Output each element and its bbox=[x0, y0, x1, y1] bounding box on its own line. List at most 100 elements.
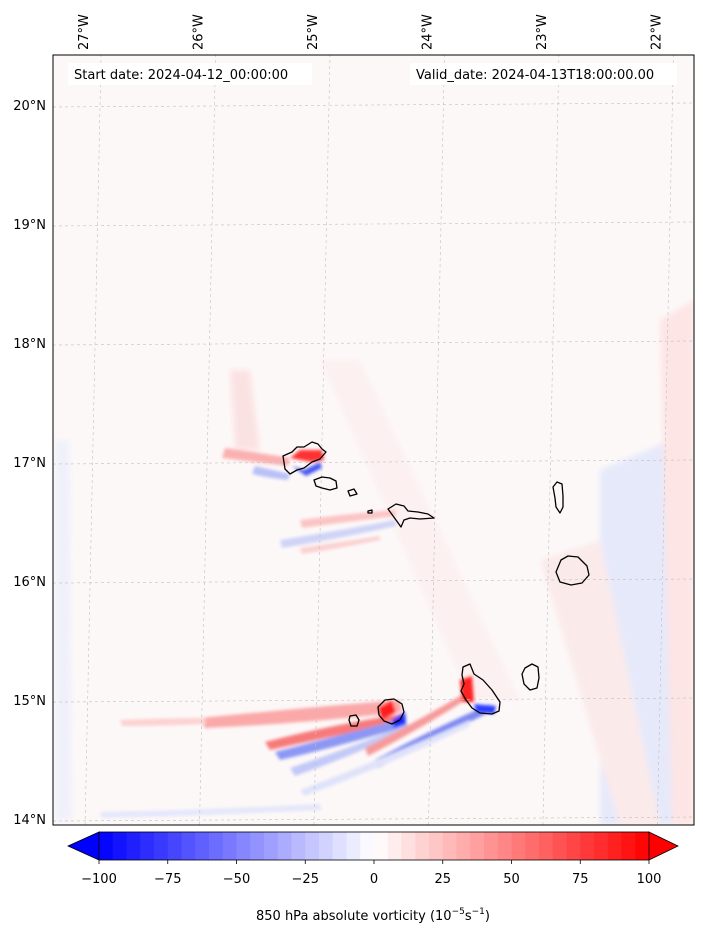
colorbar-segment bbox=[401, 832, 416, 860]
colorbar-segment bbox=[264, 832, 279, 860]
colorbar-segment bbox=[360, 832, 375, 860]
longitude-label: 23°W bbox=[535, 14, 550, 50]
colorbar-label-exp2: −1 bbox=[472, 907, 485, 917]
colorbar-segment bbox=[470, 832, 485, 860]
colorbar-segment bbox=[222, 832, 238, 860]
colorbar-tick-label: 0 bbox=[370, 872, 378, 887]
longitude-label: 22°W bbox=[649, 14, 664, 50]
colorbar-tick-label: 50 bbox=[503, 872, 520, 887]
latitude-label: 18°N bbox=[13, 337, 46, 352]
colorbar-segment bbox=[305, 832, 320, 860]
colorbar-segment bbox=[291, 832, 306, 860]
colorbar-segment bbox=[442, 832, 458, 860]
colorbar-segment bbox=[484, 832, 499, 860]
meridian-line bbox=[542, 55, 560, 825]
colorbar-tick-label: 100 bbox=[637, 872, 662, 887]
start-date-box bbox=[68, 63, 312, 85]
colorbar-tick-label: −75 bbox=[154, 872, 181, 887]
parallel-line bbox=[53, 221, 694, 227]
longitude-label: 25°W bbox=[306, 14, 321, 50]
colorbar-segment bbox=[539, 832, 554, 860]
longitude-label: 26°W bbox=[192, 14, 207, 50]
colorbar-segment bbox=[126, 832, 141, 860]
latitude-label: 14°N bbox=[13, 813, 46, 828]
start-date-label: Start date: 2024-04-12_00:00:00 bbox=[74, 68, 288, 83]
island-santo-antao bbox=[282, 441, 327, 475]
colorbar-segment bbox=[566, 832, 581, 860]
colorbar-segment bbox=[195, 832, 210, 860]
colorbar-segment bbox=[346, 832, 361, 860]
colorbar bbox=[67, 831, 679, 861]
colorbar-segment bbox=[112, 832, 128, 860]
island-outlines bbox=[282, 441, 590, 727]
colorbar-segment bbox=[580, 832, 595, 860]
parallel-line bbox=[53, 102, 694, 108]
island-sao-vicente bbox=[313, 476, 338, 491]
gridlines bbox=[53, 55, 694, 825]
colorbar-tick-label: −25 bbox=[292, 872, 319, 887]
colorbar-tick-label: −100 bbox=[81, 872, 117, 887]
colorbar-segment bbox=[635, 832, 650, 860]
island-boa-vista bbox=[555, 555, 590, 586]
colorbar-segment bbox=[209, 832, 224, 860]
colorbar-label-unit: s bbox=[465, 909, 472, 924]
colorbar-segment bbox=[181, 832, 196, 860]
colorbar-label-text: 850 hPa absolute vorticity (10 bbox=[256, 909, 452, 924]
colorbar-segment bbox=[140, 832, 155, 860]
colorbar-segment bbox=[621, 832, 636, 860]
colorbar-segment bbox=[167, 832, 183, 860]
island-sao-nicolau bbox=[387, 503, 435, 528]
parallel-line bbox=[53, 816, 694, 822]
latitude-label: 15°N bbox=[13, 694, 46, 709]
latitude-label: 19°N bbox=[13, 218, 46, 233]
longitude-label: 24°W bbox=[420, 14, 435, 50]
valid-date-label: Valid_date: 2024-04-13T18:00:00.00 bbox=[416, 68, 654, 83]
colorbar-tick-label: 75 bbox=[572, 872, 589, 887]
colorbar-tick-label: −50 bbox=[223, 872, 250, 887]
colorbar-extend-max bbox=[648, 831, 679, 861]
latitude-label: 20°N bbox=[13, 99, 46, 114]
colorbar-segment bbox=[99, 832, 114, 860]
colorbar-label: 850 hPa absolute vorticity (10−5s−1) bbox=[256, 907, 490, 924]
colorbar-label-close: ) bbox=[485, 909, 490, 924]
colorbar-segment bbox=[525, 832, 540, 860]
island-sal bbox=[552, 481, 564, 514]
parallel-line bbox=[53, 578, 694, 584]
colorbar-segment bbox=[154, 832, 169, 860]
colorbar-segment bbox=[594, 832, 609, 860]
colorbar-segment bbox=[456, 832, 471, 860]
colorbar-segment bbox=[332, 832, 348, 860]
latitude-label: 17°N bbox=[13, 456, 46, 471]
colorbar-ticks: −100 −75 −50 −25 0 25 50 75 100 bbox=[81, 860, 661, 887]
meridian-line bbox=[657, 55, 674, 825]
colorbar-segment bbox=[511, 832, 526, 860]
parallel-line bbox=[53, 459, 694, 465]
parallel-line bbox=[53, 340, 694, 346]
longitude-labels: 27°W 26°W 25°W 24°W 23°W 22°W bbox=[77, 14, 664, 50]
island-santiago bbox=[460, 663, 501, 715]
colorbar-segment bbox=[374, 832, 389, 860]
colorbar-segment bbox=[319, 832, 334, 860]
meridian-line bbox=[313, 55, 331, 825]
latitude-label: 16°N bbox=[13, 575, 46, 590]
meridian-line bbox=[84, 55, 102, 825]
island-brava bbox=[348, 714, 360, 727]
island-maio bbox=[521, 663, 540, 691]
colorbar-label-exp1: −5 bbox=[452, 907, 465, 917]
colorbar-segment bbox=[607, 832, 623, 860]
latitude-labels: 20°N 19°N 18°N 17°N 16°N 15°N 14°N bbox=[13, 99, 46, 828]
colorbar-segment bbox=[497, 832, 513, 860]
map-frame bbox=[52, 54, 695, 826]
colorbar-segment bbox=[415, 832, 430, 860]
colorbar-segment bbox=[236, 832, 251, 860]
island-fogo bbox=[377, 698, 405, 725]
meridian-line bbox=[199, 55, 216, 825]
valid-date-box bbox=[410, 63, 677, 85]
vorticity-field bbox=[55, 300, 694, 825]
meridian-line bbox=[428, 55, 445, 825]
island-branco bbox=[367, 509, 373, 514]
island-santa-luzia bbox=[347, 488, 358, 497]
colorbar-segment bbox=[552, 832, 568, 860]
colorbar-segment bbox=[277, 832, 293, 860]
